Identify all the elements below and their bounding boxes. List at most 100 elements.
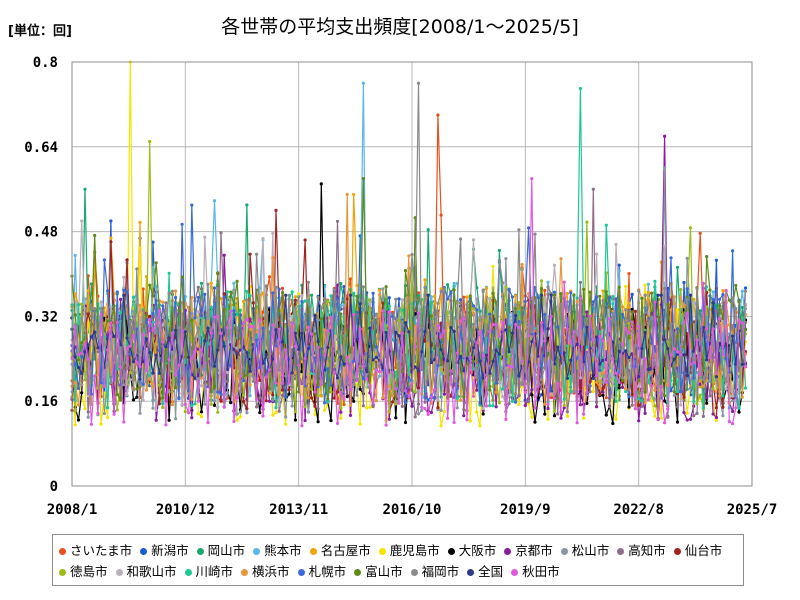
data-point bbox=[514, 391, 518, 396]
data-point bbox=[235, 352, 239, 356]
data-point bbox=[517, 228, 521, 232]
data-point bbox=[459, 319, 463, 323]
data-point bbox=[446, 283, 450, 287]
legend-item: 福岡市 bbox=[410, 561, 459, 582]
data-point bbox=[504, 285, 508, 289]
data-point bbox=[190, 356, 194, 360]
data-point bbox=[416, 386, 421, 390]
data-point bbox=[86, 415, 90, 419]
data-point bbox=[102, 258, 106, 262]
data-point bbox=[80, 371, 84, 375]
data-point bbox=[258, 396, 262, 400]
data-point bbox=[193, 337, 197, 341]
data-point bbox=[164, 345, 168, 349]
data-point bbox=[161, 340, 165, 344]
data-point bbox=[497, 401, 501, 405]
data-point bbox=[212, 403, 217, 407]
data-point bbox=[698, 309, 702, 313]
data-point bbox=[190, 318, 194, 322]
data-point bbox=[523, 403, 527, 408]
legend-item: 仙台市 bbox=[673, 540, 722, 561]
data-point bbox=[481, 288, 485, 292]
data-point bbox=[455, 299, 459, 303]
data-point bbox=[277, 287, 281, 291]
data-point bbox=[99, 312, 103, 316]
data-point bbox=[167, 418, 171, 422]
data-point bbox=[326, 329, 330, 333]
data-point bbox=[76, 403, 81, 407]
data-point bbox=[663, 399, 667, 403]
data-point bbox=[494, 323, 498, 327]
data-point bbox=[310, 372, 314, 376]
data-point bbox=[595, 295, 599, 299]
data-point bbox=[585, 350, 589, 354]
x-tick-label: 2008/1 bbox=[47, 502, 98, 518]
data-point bbox=[209, 306, 213, 310]
data-point bbox=[708, 356, 712, 360]
data-point bbox=[685, 373, 689, 378]
data-point bbox=[394, 297, 398, 301]
data-point bbox=[436, 301, 440, 305]
data-point bbox=[326, 345, 330, 350]
data-point bbox=[442, 392, 446, 396]
data-point bbox=[300, 294, 304, 298]
data-point bbox=[517, 301, 521, 305]
data-point bbox=[721, 289, 725, 293]
data-point bbox=[167, 271, 171, 275]
data-point bbox=[711, 412, 715, 416]
data-point bbox=[248, 346, 252, 350]
data-point bbox=[682, 411, 686, 415]
data-point bbox=[679, 390, 683, 394]
data-point bbox=[471, 394, 476, 398]
data-point bbox=[391, 394, 395, 398]
data-point bbox=[345, 355, 349, 359]
data-point bbox=[310, 387, 314, 391]
data-point bbox=[646, 290, 651, 294]
data-point bbox=[316, 393, 320, 397]
data-point bbox=[89, 422, 93, 426]
data-point bbox=[459, 301, 463, 305]
data-point bbox=[177, 308, 181, 312]
data-point bbox=[627, 405, 631, 409]
data-point bbox=[666, 414, 670, 418]
data-point bbox=[323, 408, 327, 412]
data-point bbox=[151, 294, 155, 298]
data-point bbox=[591, 376, 595, 380]
data-point bbox=[374, 368, 378, 372]
data-point bbox=[494, 381, 498, 385]
data-point bbox=[675, 375, 680, 379]
data-point bbox=[387, 384, 391, 388]
data-point bbox=[413, 298, 417, 302]
data-point bbox=[692, 414, 696, 418]
data-point bbox=[575, 342, 579, 346]
data-point bbox=[174, 417, 178, 421]
data-point bbox=[157, 383, 161, 387]
data-point bbox=[517, 402, 521, 406]
data-point bbox=[471, 346, 476, 350]
legend-item: 川崎市 bbox=[184, 561, 233, 582]
data-point bbox=[604, 413, 608, 417]
data-point bbox=[543, 412, 547, 416]
data-point bbox=[352, 291, 356, 295]
data-point bbox=[585, 325, 589, 329]
data-point bbox=[141, 332, 145, 336]
data-point bbox=[575, 421, 579, 425]
data-point bbox=[591, 187, 595, 191]
data-point bbox=[659, 293, 663, 297]
data-point bbox=[429, 314, 433, 318]
data-point bbox=[740, 305, 744, 309]
data-point bbox=[164, 322, 168, 326]
data-point bbox=[601, 386, 605, 390]
data-point bbox=[468, 294, 472, 298]
data-point bbox=[303, 321, 307, 325]
data-point bbox=[222, 344, 226, 348]
data-point bbox=[675, 405, 680, 409]
data-point bbox=[342, 334, 346, 338]
data-point bbox=[144, 313, 149, 317]
data-point bbox=[102, 411, 106, 416]
data-point bbox=[497, 248, 501, 253]
data-point bbox=[361, 404, 365, 408]
data-point bbox=[177, 363, 181, 368]
data-point bbox=[352, 359, 356, 363]
data-point bbox=[397, 318, 401, 323]
